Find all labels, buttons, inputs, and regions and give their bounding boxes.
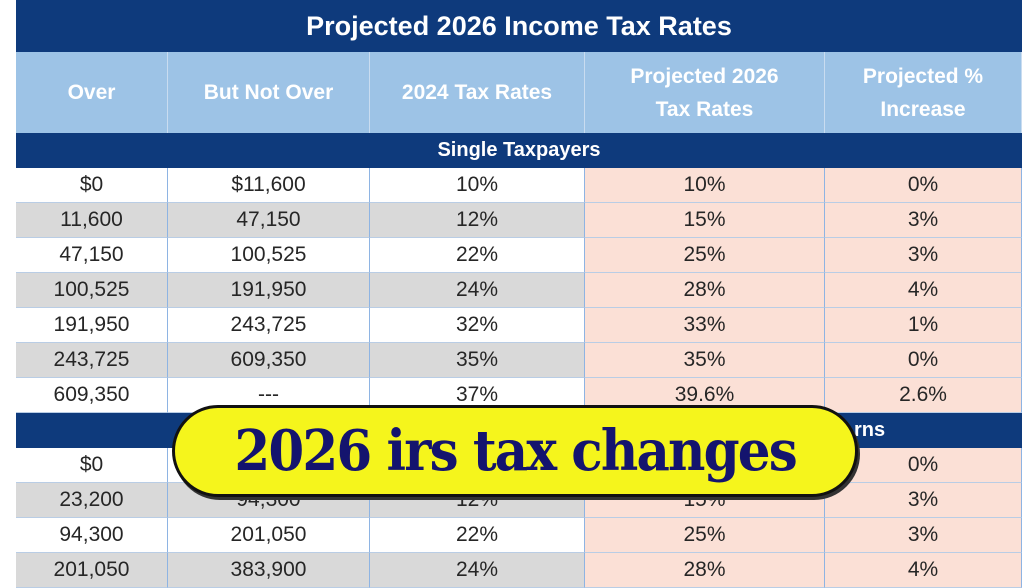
table-cell: 12% [370, 203, 585, 238]
table-cell: 47,150 [168, 203, 370, 238]
table-row: 47,150 100,525 22% 25% 3% [16, 238, 1022, 273]
table-row: $0 $11,600 10% 10% 0% [16, 168, 1022, 203]
table-cell: 0% [825, 343, 1022, 378]
section1-rows: $0 $11,600 10% 10% 0% 11,600 47,150 12% 15% 3% 47,… [16, 168, 1022, 413]
table-cell: 28% [585, 273, 825, 308]
table-cell: 32% [370, 308, 585, 343]
table-cell: 94,300 [16, 518, 168, 553]
table-row: 201,050 383,900 24% 28% 4% [16, 553, 1022, 588]
table-cell: 25% [585, 518, 825, 553]
header-projected-increase: Projected % Increase [825, 52, 1022, 133]
header-over: Over [16, 52, 168, 133]
table-cell: 0% [825, 168, 1022, 203]
table-cell: 35% [585, 343, 825, 378]
table-cell: 243,725 [168, 308, 370, 343]
table-cell: 10% [370, 168, 585, 203]
table-cell: 35% [370, 343, 585, 378]
table-cell: 201,050 [16, 553, 168, 588]
table-cell: 609,350 [168, 343, 370, 378]
table-cell: 24% [370, 553, 585, 588]
header-projected-2026: Projected 2026 Tax Rates [585, 52, 825, 133]
table-cell: 1% [825, 308, 1022, 343]
table-cell: 2.6% [825, 378, 1022, 413]
table-cell: 201,050 [168, 518, 370, 553]
table-cell: 22% [370, 518, 585, 553]
tax-rate-table: Projected 2026 Income Tax Rates Over But… [16, 0, 1022, 588]
table-cell: $0 [16, 448, 168, 483]
table-cell: 3% [825, 518, 1022, 553]
table-row: 94,300 201,050 22% 25% 3% [16, 518, 1022, 553]
table-cell: 11,600 [16, 203, 168, 238]
banner-text: 2026 irs tax changes [234, 418, 797, 484]
table-cell: 100,525 [168, 238, 370, 273]
section-label-fragment: rns [854, 419, 886, 441]
table-cell: 22% [370, 238, 585, 273]
table-cell: 243,725 [16, 343, 168, 378]
table-cell: 47,150 [16, 238, 168, 273]
table-cell: 15% [585, 203, 825, 238]
table-cell: $11,600 [168, 168, 370, 203]
table-cell: 3% [825, 483, 1022, 518]
table-row: 100,525 191,950 24% 28% 4% [16, 273, 1022, 308]
header-2024-rates: 2024 Tax Rates [370, 52, 585, 133]
table-cell: 4% [825, 273, 1022, 308]
table-cell: $0 [16, 168, 168, 203]
table-cell: 24% [370, 273, 585, 308]
header-row: Over But Not Over 2024 Tax Rates Project… [16, 52, 1022, 133]
table-row: 243,725 609,350 35% 35% 0% [16, 343, 1022, 378]
table-title: Projected 2026 Income Tax Rates [16, 0, 1022, 52]
table-cell: 191,950 [16, 308, 168, 343]
table-cell: 3% [825, 203, 1022, 238]
table-row: 191,950 243,725 32% 33% 1% [16, 308, 1022, 343]
table-cell: 25% [585, 238, 825, 273]
table-cell: 191,950 [168, 273, 370, 308]
table-cell: 100,525 [16, 273, 168, 308]
section-single-taxpayers: Single Taxpayers [16, 133, 1022, 168]
title-banner: 2026 irs tax changes [172, 405, 858, 497]
table-cell: 23,200 [16, 483, 168, 518]
table-cell: 10% [585, 168, 825, 203]
table-cell: 4% [825, 553, 1022, 588]
header-but-not-over: But Not Over [168, 52, 370, 133]
table-cell: 609,350 [16, 378, 168, 413]
table-row: 11,600 47,150 12% 15% 3% [16, 203, 1022, 238]
table-cell: 383,900 [168, 553, 370, 588]
table-cell: 28% [585, 553, 825, 588]
table-cell: 3% [825, 238, 1022, 273]
table-cell: 33% [585, 308, 825, 343]
